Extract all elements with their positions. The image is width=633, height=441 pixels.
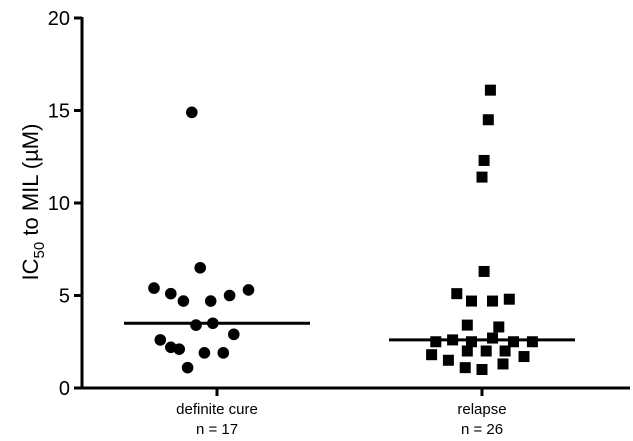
point-square [482, 114, 494, 126]
axes: 0 5 10 15 20 [48, 8, 630, 400]
point-circle [154, 334, 167, 346]
point-square [487, 332, 498, 344]
point-square [480, 345, 492, 357]
category-labels: definite cure n = 17 relapse n = 26 [176, 401, 506, 438]
point-square [484, 84, 496, 96]
point-square [442, 354, 454, 366]
point-square [478, 154, 490, 166]
y-tick-label-0: 0 [59, 378, 70, 400]
point-circle [194, 261, 206, 274]
point-circle [165, 341, 177, 354]
point-square [426, 349, 438, 361]
point-circle [223, 289, 236, 302]
y-tick-label-10: 10 [48, 193, 70, 215]
point-square [466, 295, 477, 307]
point-square [476, 171, 488, 183]
point-circle [165, 287, 177, 300]
point-circle [228, 328, 240, 341]
y-tick-label-15: 15 [48, 101, 70, 123]
y-axis-title: IC50 to MIL (µM) [18, 124, 48, 281]
point-square [526, 336, 538, 348]
y-axis-title-prefix: IC [18, 258, 43, 280]
point-circle [217, 347, 230, 359]
point-circle [242, 284, 255, 296]
point-square [461, 345, 473, 357]
point-square [497, 358, 509, 370]
y-axis-title-suffix: to MIL (µM) [18, 124, 43, 242]
point-square [487, 295, 498, 307]
point-square [447, 334, 459, 346]
point-circle [207, 317, 219, 330]
point-circle [198, 347, 211, 359]
point-circle [186, 106, 198, 119]
point-square [493, 321, 505, 333]
data-points [148, 84, 538, 375]
category-n-label-1: n = 17 [196, 421, 238, 438]
point-square [503, 293, 515, 305]
point-square [476, 364, 488, 375]
y-tick-label-20: 20 [48, 8, 70, 30]
point-square [478, 265, 490, 277]
point-square [508, 336, 519, 348]
category-label-1: definite cure [176, 401, 258, 418]
point-circle [204, 295, 217, 307]
point-square [459, 362, 471, 374]
point-square [430, 336, 442, 348]
point-square [518, 351, 530, 363]
y-axis-title-subscript: 50 [31, 242, 48, 259]
point-square [451, 288, 463, 300]
point-circle [190, 319, 202, 331]
point-circle [177, 295, 190, 307]
point-square [461, 319, 473, 331]
category-label-2: relapse [457, 401, 506, 418]
point-circle [181, 361, 194, 374]
y-tick-label-5: 5 [59, 286, 70, 308]
point-circle [148, 282, 160, 294]
point-square [499, 345, 511, 357]
point-square [466, 336, 477, 348]
category-n-label-2: n = 26 [461, 421, 503, 438]
